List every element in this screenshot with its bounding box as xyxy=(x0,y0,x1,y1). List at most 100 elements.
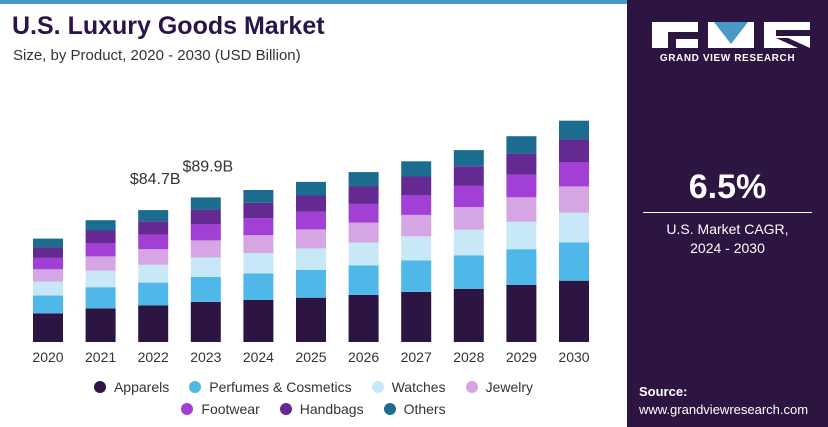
bar-segment xyxy=(401,176,432,195)
bar-segment xyxy=(559,280,589,342)
source-url[interactable]: www.grandviewresearch.com xyxy=(639,402,809,417)
legend-swatch xyxy=(383,403,396,415)
legend-swatch xyxy=(371,381,384,393)
bar-segment xyxy=(33,313,63,342)
bar-segment xyxy=(85,308,116,342)
bar-segment xyxy=(296,269,326,298)
bar-segment xyxy=(506,174,537,198)
bar-segment xyxy=(453,255,484,289)
bar-segment xyxy=(296,195,326,212)
bar-segment xyxy=(33,281,63,296)
cagr-label-line-2: 2024 - 2030 xyxy=(690,240,765,256)
x-tick-label: 2030 xyxy=(558,349,589,365)
bar-segment xyxy=(401,292,432,342)
bar-segment xyxy=(85,287,116,309)
bar-segment xyxy=(348,203,379,223)
bar-segment xyxy=(190,301,221,342)
data-label: $89.9B xyxy=(182,158,233,175)
accent-bar xyxy=(0,0,627,4)
bar-segment xyxy=(559,120,589,140)
bar-segment xyxy=(138,234,169,250)
legend-item: Footwear xyxy=(181,401,260,417)
bar-segment xyxy=(559,162,589,187)
bar-segment xyxy=(348,265,379,295)
bar-segment xyxy=(453,185,484,207)
legend-label: Apparels xyxy=(113,379,170,395)
bar-segment xyxy=(401,260,432,292)
stacked-bar-chart: 2020 2021 2022 $84.7B 2023 $89.9B 2024 2025 2026… xyxy=(32,120,590,365)
legend-label: Jewelry xyxy=(485,379,534,395)
legend-item: Jewelry xyxy=(465,379,534,395)
bar-segment xyxy=(85,220,116,231)
legend-label: Others xyxy=(403,401,446,417)
bar-segment xyxy=(401,195,432,215)
bar-segment xyxy=(33,238,63,248)
bar-segment xyxy=(243,202,274,219)
bar-segment xyxy=(33,295,63,314)
bar-segment xyxy=(453,207,484,230)
chart-subtitle: Size, by Product, 2020 - 2030 (USD Billi… xyxy=(13,47,301,64)
bar-segment xyxy=(506,136,537,154)
legend-item: Watches xyxy=(371,379,446,395)
bar-segment xyxy=(559,186,589,213)
bar-segment xyxy=(348,295,379,342)
bar-segment xyxy=(85,243,116,257)
cagr-label: U.S. Market CAGR, 2024 - 2030 xyxy=(627,220,828,258)
bar-segment xyxy=(506,285,537,342)
legend-item: Handbags xyxy=(279,401,364,417)
legend-item: Others xyxy=(383,401,446,417)
bar-segment xyxy=(348,242,379,266)
bar-segment xyxy=(559,139,589,162)
bar-segment xyxy=(33,257,63,270)
bar-segment xyxy=(33,247,63,258)
bar-segment xyxy=(453,229,484,256)
legend-label: Handbags xyxy=(299,401,364,417)
x-tick-label: 2025 xyxy=(295,349,326,365)
bar-segment xyxy=(296,248,326,270)
x-tick-label: 2026 xyxy=(348,349,379,365)
cagr-value: 6.5% xyxy=(688,168,767,206)
x-tick-label: 2023 xyxy=(190,349,221,365)
grand-view-research-logo-icon xyxy=(652,22,810,48)
legend-swatch xyxy=(93,381,106,393)
bar-segment xyxy=(85,256,116,271)
bar-segment xyxy=(190,209,221,225)
legend-label: Perfumes & Cosmetics xyxy=(209,379,352,395)
data-label: $84.7B xyxy=(130,171,181,188)
bar-segment xyxy=(401,236,432,261)
bar-segment xyxy=(401,214,432,237)
bar-segment xyxy=(296,211,326,230)
bar-segment xyxy=(243,190,274,203)
legend-row: Footwear Handbags Others xyxy=(0,398,627,420)
chart-title: U.S. Luxury Goods Market xyxy=(12,12,325,40)
legend-label: Watches xyxy=(391,379,446,395)
bar-segment xyxy=(348,186,379,204)
bar-segment xyxy=(401,161,432,177)
bar-segment xyxy=(138,264,169,283)
info-sidebar: GRAND VIEW RESEARCH 6.5% U.S. Market CAG… xyxy=(627,0,828,427)
legend-item: Perfumes & Cosmetics xyxy=(189,379,352,395)
bar-segment xyxy=(296,297,326,342)
x-tick-label: 2028 xyxy=(453,349,484,365)
legend-label: Footwear xyxy=(201,401,260,417)
divider xyxy=(643,212,812,213)
bar-segment xyxy=(138,282,169,306)
bar-segment xyxy=(138,210,169,222)
x-tick-label: 2024 xyxy=(243,349,274,365)
bar-segment xyxy=(138,221,169,235)
legend-swatch xyxy=(189,381,202,393)
bar-segment xyxy=(138,305,169,342)
bar-segment xyxy=(85,230,116,243)
bar-segment xyxy=(33,269,63,282)
bar-segment xyxy=(190,257,221,277)
bar-segment xyxy=(243,299,274,342)
bar-segment xyxy=(190,224,221,241)
bar-segment xyxy=(296,229,326,249)
x-tick-label: 2021 xyxy=(85,349,116,365)
bar-segment xyxy=(348,172,379,187)
bar-segment xyxy=(296,181,326,196)
x-tick-label: 2027 xyxy=(401,349,432,365)
legend-swatch xyxy=(279,403,292,415)
bar-segment xyxy=(190,240,221,258)
